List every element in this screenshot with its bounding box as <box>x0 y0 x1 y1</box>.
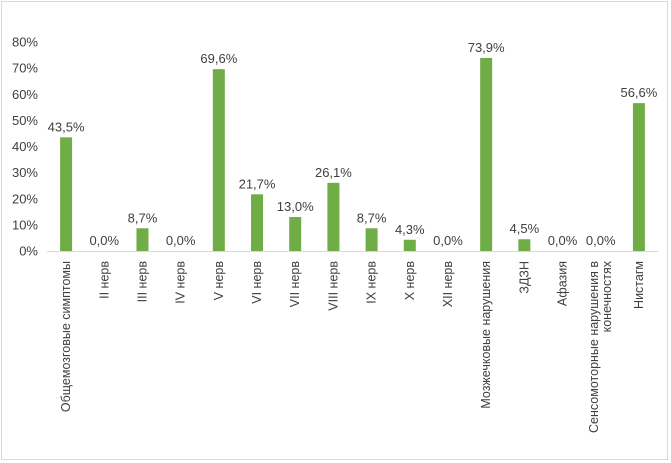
data-label: 26,1% <box>315 165 352 180</box>
category-label: III нерв <box>135 261 149 303</box>
y-tick-label: 40% <box>12 139 38 154</box>
category-label: Мозжечковые нарушения <box>479 261 493 409</box>
data-label: 13,0% <box>277 199 314 214</box>
category-label: VIII нерв <box>326 261 340 311</box>
data-label: 8,7% <box>128 210 158 225</box>
y-tick-label: 60% <box>12 87 38 102</box>
category-label: VII нерв <box>288 261 302 308</box>
category-label: Афазия <box>556 261 570 306</box>
bar <box>212 69 225 251</box>
category-label: IV нерв <box>174 261 188 304</box>
category-label: II нерв <box>97 261 111 299</box>
y-tick-label: 10% <box>12 217 38 232</box>
bar <box>251 194 264 251</box>
y-tick-label: 70% <box>12 61 38 76</box>
bar <box>632 103 645 251</box>
data-label: 0,0% <box>433 233 463 248</box>
y-tick-label: 30% <box>12 165 38 180</box>
bar <box>60 137 73 251</box>
bar <box>518 239 531 251</box>
category-label: IX нерв <box>365 261 379 304</box>
category-label: ЗДЗН <box>517 261 531 294</box>
category-label: VI нерв <box>250 261 264 304</box>
y-tick-label: 0% <box>19 244 38 259</box>
category-label: конечностях <box>600 260 614 332</box>
bar <box>327 182 340 251</box>
data-label: 4,5% <box>510 221 540 236</box>
bar <box>289 217 302 251</box>
category-label: XII нерв <box>441 261 455 308</box>
category-label: Нистагм <box>632 261 646 309</box>
data-label: 73,9% <box>468 40 505 55</box>
y-tick-label: 20% <box>12 191 38 206</box>
data-label: 56,6% <box>620 85 657 100</box>
category-label: Сенсомоторные нарушения в <box>587 261 601 433</box>
category-label: X нерв <box>403 261 417 301</box>
category-label: V нерв <box>212 261 226 301</box>
data-label: 21,7% <box>239 176 276 191</box>
data-label: 69,6% <box>200 51 237 66</box>
data-label: 43,5% <box>48 119 85 134</box>
data-label: 0,0% <box>89 233 119 248</box>
bar <box>365 228 378 251</box>
data-label: 0,0% <box>548 233 578 248</box>
y-tick-label: 80% <box>12 35 38 50</box>
y-tick-label: 50% <box>12 113 38 128</box>
data-label: 4,3% <box>395 222 425 237</box>
category-label: Общемозговые симптомы <box>59 261 73 412</box>
data-label: 0,0% <box>166 233 196 248</box>
bar <box>136 228 149 251</box>
data-label: 8,7% <box>357 210 387 225</box>
bar <box>480 57 493 251</box>
bar <box>403 239 416 251</box>
data-label: 0,0% <box>586 233 616 248</box>
